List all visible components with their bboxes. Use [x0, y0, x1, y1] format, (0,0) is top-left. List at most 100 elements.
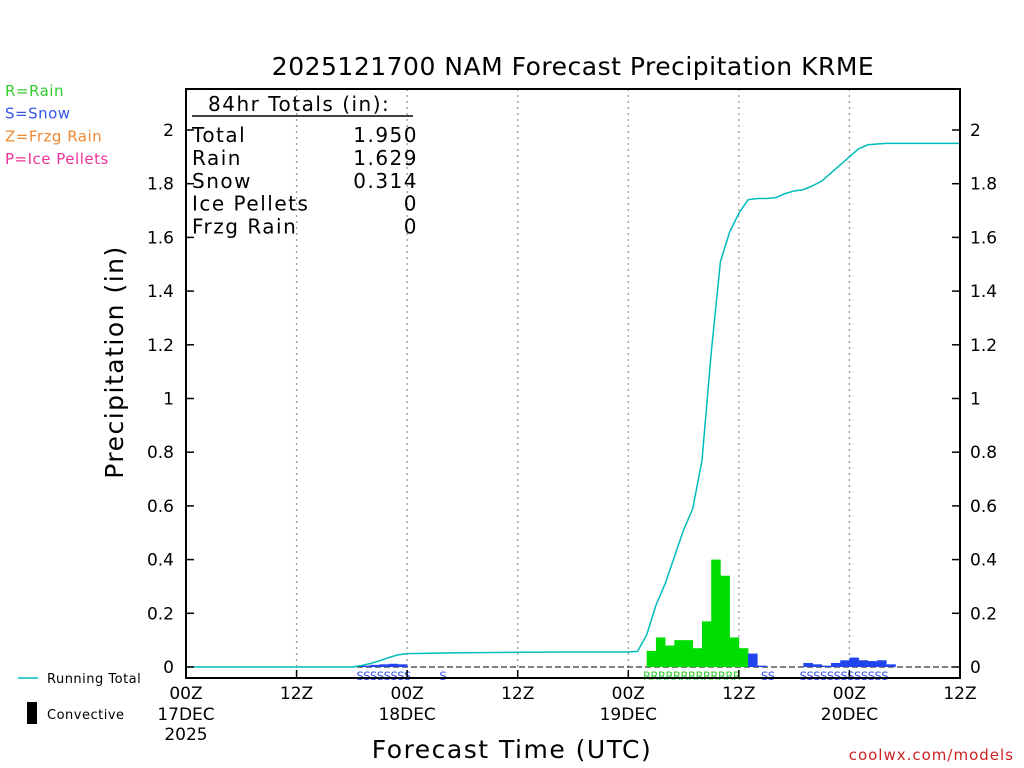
y-tick-label-left: 0.6 [147, 497, 174, 517]
x-tick-label: 00Z [169, 684, 202, 704]
precip-bars [361, 559, 896, 667]
x-tick-label: 12Z [943, 684, 976, 704]
y-tick-label-left: 1.6 [147, 228, 174, 248]
snow-bar [379, 664, 390, 667]
y-axis-ticks: 0 00.2 0.20.4 0.40.6 0.60.8 0.81 11.2 1.21.4 1.4… [147, 121, 997, 678]
x-tick-label: 00Z [612, 684, 645, 704]
y-tick-label-right: 1.4 [970, 282, 997, 302]
totals-label: Rain [192, 146, 242, 170]
y-tick-label-left: 0.4 [147, 551, 174, 571]
snow-bar [388, 663, 399, 667]
totals-box: 84hr Totals (in): Total 1.950 Rain 1.629 Snow… [191, 92, 418, 239]
rain-bar [738, 648, 749, 667]
precip-type-markers: SSSSSSSS S RRRRRRRRRRRRR SS SSSSSSSSSSSSS [356, 669, 888, 683]
rain-bar [646, 650, 657, 667]
snow-bar [831, 662, 841, 667]
snow-bar [812, 664, 823, 667]
snow-bar [757, 665, 767, 667]
y-tick-label-left: 1.8 [147, 175, 174, 195]
totals-heading: 84hr Totals (in): [208, 92, 390, 116]
y-tick-label-right: 1.2 [970, 336, 997, 356]
totals-value: 0.314 [353, 169, 418, 193]
vertical-gridlines [295, 89, 851, 677]
y-tick-label-left: 0.8 [147, 443, 174, 463]
x-tick-label: 12Z [501, 684, 534, 704]
snow-bar [886, 664, 896, 667]
totals-value: 1.950 [353, 123, 418, 147]
totals-label: Snow [192, 169, 252, 193]
chart-title: 2025121700 NAM Forecast Precipitation KR… [272, 52, 874, 81]
series-legend-label: Convective [47, 708, 125, 723]
snow-bar [858, 660, 869, 667]
rain-bar [692, 648, 703, 667]
snow-bar [877, 660, 887, 667]
type-marker: SSSSSSSS [356, 669, 411, 683]
snow-bar [867, 661, 878, 667]
type-marker: S [439, 669, 446, 683]
credit-text: coolwx.com/models [849, 746, 1014, 764]
snow-bar [370, 664, 380, 667]
x-tick-label: 00Z [833, 684, 866, 704]
totals-label: Total [191, 123, 246, 147]
y-tick-label-right: 1.6 [970, 228, 997, 248]
x-tick-date: 19DEC [600, 705, 657, 725]
snow-bar [397, 664, 408, 667]
y-tick-label-right: 0.6 [970, 497, 997, 517]
rain-bar [655, 637, 666, 667]
rain-bar [702, 621, 712, 667]
y-tick-label-right: 0 [970, 658, 981, 678]
legend-item: P=Ice Pellets [5, 150, 109, 168]
rain-bar [720, 575, 730, 667]
x-tick-date: 17DEC [157, 705, 214, 725]
running-total-line [186, 142, 960, 668]
totals-value: 1.629 [353, 146, 418, 170]
legend-item: S=Snow [5, 105, 71, 123]
y-tick-label-right: 2 [970, 121, 981, 141]
x-axis-label: Forecast Time (UTC) [372, 735, 652, 764]
x-tick-date: 18DEC [378, 705, 435, 725]
series-legend: Running Total Convective [18, 672, 141, 724]
y-tick-label-left: 0.2 [147, 604, 174, 624]
x-tick-label: 12Z [280, 684, 313, 704]
totals-value: 0 [404, 215, 418, 239]
totals-label: Ice Pellets [192, 192, 309, 216]
y-tick-label-left: 1.2 [147, 336, 174, 356]
rain-bar [665, 645, 675, 667]
x-tick-label: 12Z [722, 684, 755, 704]
y-tick-label-left: 1 [163, 390, 174, 410]
series-legend-label: Running Total [47, 672, 141, 687]
x-tick-year: 2025 [164, 725, 207, 745]
snow-bar [849, 657, 859, 667]
legend-item: Z=Frzg Rain [5, 127, 102, 145]
y-tick-label-right: 1.8 [970, 175, 997, 195]
snow-bar [748, 653, 758, 667]
totals-value: 0 [404, 192, 418, 216]
y-axis-label: Precipitation (in) [100, 245, 129, 479]
precip-type-legend: R=Rain S=Snow Z=Frzg Rain P=Ice Pellets [5, 82, 109, 168]
rain-bar [683, 640, 694, 667]
y-tick-label-right: 1 [970, 390, 981, 410]
y-tick-label-right: 0.2 [970, 604, 997, 624]
rain-bar [729, 637, 740, 667]
snow-bar [840, 660, 850, 667]
legend-item: R=Rain [5, 82, 64, 100]
totals-label: Frzg Rain [192, 215, 297, 239]
y-tick-label-left: 1.4 [147, 282, 174, 302]
type-marker: SSSSSSSSSSSSS [800, 669, 889, 683]
y-tick-label-right: 0.4 [970, 551, 997, 571]
rain-bar [674, 640, 684, 667]
rain-bar [711, 559, 721, 667]
x-tick-date: 20DEC [821, 705, 878, 725]
convective-swatch [27, 702, 37, 724]
type-marker: SS [761, 669, 775, 683]
snow-bar [361, 665, 371, 667]
snow-bar [821, 665, 832, 667]
plot-frame [185, 88, 961, 679]
x-tick-label: 00Z [391, 684, 424, 704]
y-tick-label-left: 0 [163, 658, 174, 678]
type-marker: RRRRRRRRRRRRR [643, 669, 741, 683]
y-tick-label-right: 0.8 [970, 443, 997, 463]
y-tick-label-left: 2 [163, 121, 174, 141]
